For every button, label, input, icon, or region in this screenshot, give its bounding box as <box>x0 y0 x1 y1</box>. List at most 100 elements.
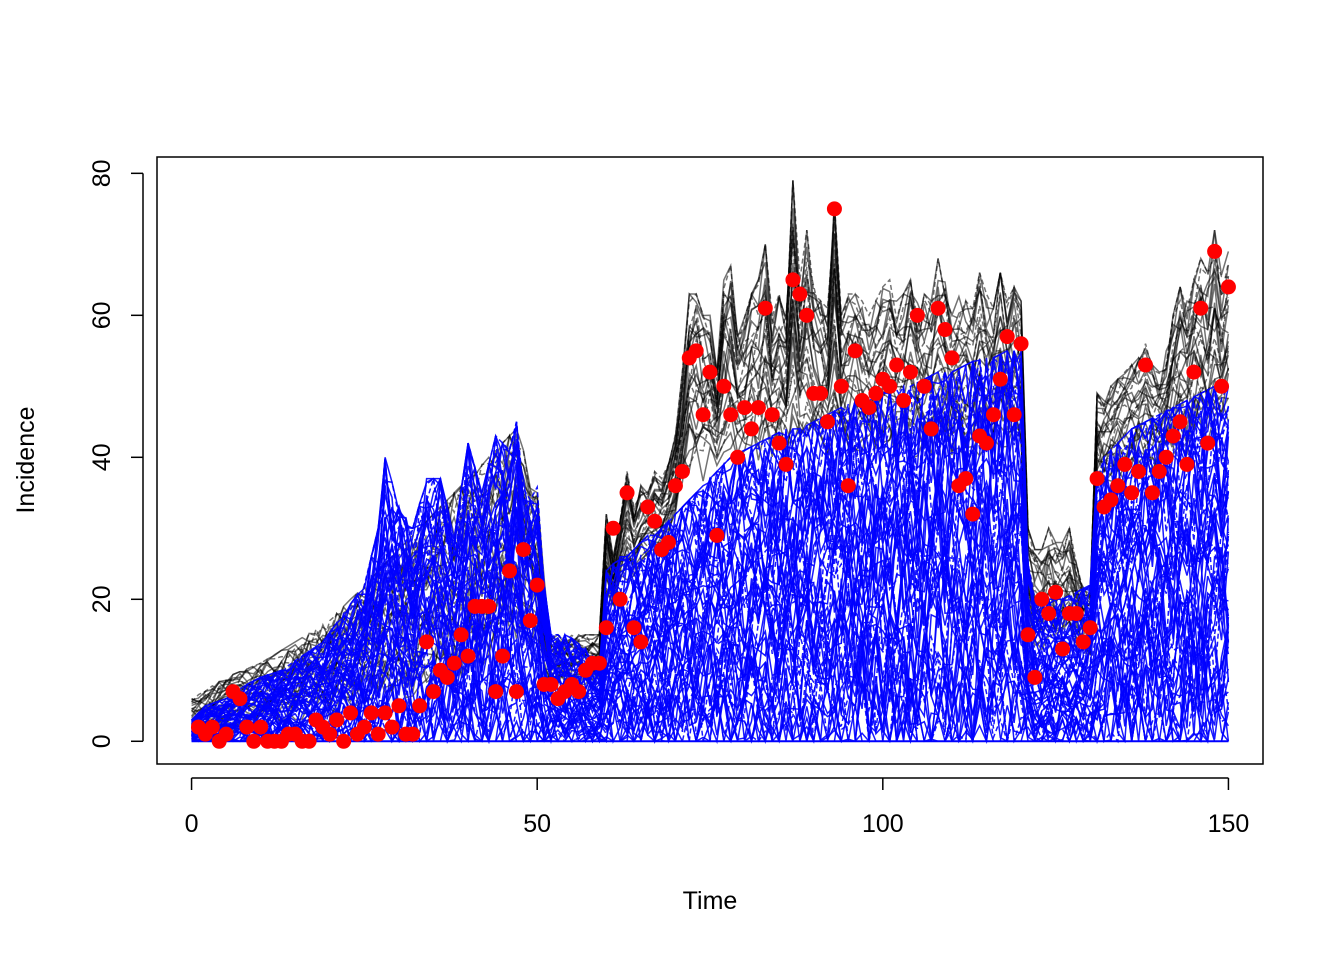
observed-point <box>529 577 545 593</box>
observed-point <box>1214 378 1230 394</box>
observed-point <box>771 435 787 451</box>
x-tick-label: 0 <box>185 810 199 838</box>
observed-point <box>909 307 925 323</box>
observed-point <box>785 272 801 288</box>
observed-point <box>985 407 1001 423</box>
observed-point <box>958 471 974 487</box>
y-axis-label: Incidence <box>12 406 40 513</box>
observed-point <box>1158 449 1174 465</box>
observed-point <box>488 684 504 700</box>
observed-point <box>833 378 849 394</box>
observed-point <box>1124 485 1140 501</box>
observed-point <box>370 726 386 742</box>
observed-point <box>481 598 497 614</box>
observed-point <box>840 478 856 494</box>
blue-trajectory <box>191 501 1230 730</box>
observed-point <box>688 343 704 359</box>
observed-point <box>1165 428 1181 444</box>
observed-point <box>944 350 960 366</box>
observed-point <box>1220 279 1236 295</box>
observed-point <box>1151 464 1167 480</box>
observed-point <box>992 371 1008 387</box>
y-axis: 0 20 40 60 80 <box>88 159 144 748</box>
blue-trajectory <box>190 530 1230 737</box>
observed-point <box>1144 485 1160 501</box>
x-tick-label: 150 <box>1208 810 1250 838</box>
observed-point <box>1068 605 1084 621</box>
black-trajectory <box>191 268 1230 721</box>
observed-point <box>716 378 732 394</box>
observed-point <box>861 400 877 416</box>
observed-point <box>882 378 898 394</box>
observed-point <box>218 726 234 742</box>
blue-trajectory <box>191 355 1230 724</box>
observed-point <box>930 300 946 316</box>
observed-point <box>605 520 621 536</box>
observed-point <box>723 407 739 423</box>
observed-point <box>598 620 614 636</box>
observed-point <box>384 719 400 735</box>
observed-point <box>640 499 656 515</box>
observed-point <box>661 534 677 550</box>
observed-point <box>1186 364 1202 380</box>
y-tick-label: 40 <box>88 443 116 471</box>
observed-point <box>204 719 220 735</box>
observed-point <box>1013 336 1029 352</box>
observed-point <box>1103 492 1119 508</box>
y-tick-label: 60 <box>88 301 116 329</box>
observed-point <box>916 378 932 394</box>
observed-point <box>695 407 711 423</box>
observed-point <box>813 385 829 401</box>
observed-point <box>709 527 725 543</box>
observed-point <box>730 449 746 465</box>
observed-point <box>356 719 372 735</box>
observed-point <box>336 733 352 749</box>
observed-point <box>1048 584 1064 600</box>
observed-point <box>902 364 918 380</box>
observed-point <box>667 478 683 494</box>
observed-point <box>826 201 842 217</box>
observed-point <box>1027 669 1043 685</box>
y-tick-label: 0 <box>88 734 116 748</box>
observed-point <box>412 698 428 714</box>
observed-points <box>190 201 1236 749</box>
observed-point <box>1179 456 1195 472</box>
observed-point <box>1020 627 1036 643</box>
observed-point <box>1117 456 1133 472</box>
observed-point <box>820 414 836 430</box>
observed-point <box>453 627 469 643</box>
observed-point <box>1075 634 1091 650</box>
observed-point <box>1034 591 1050 607</box>
observed-point <box>239 719 255 735</box>
observed-point <box>999 329 1015 345</box>
blue-trajectory <box>191 552 1230 736</box>
observed-point <box>1137 357 1153 373</box>
observed-point <box>543 676 559 692</box>
blue-trajectory <box>191 508 1230 732</box>
observed-point <box>426 684 441 700</box>
observed-point <box>405 726 421 742</box>
observed-point <box>937 322 953 338</box>
observed-point <box>633 634 649 650</box>
observed-point <box>1172 414 1188 430</box>
observed-point <box>868 385 884 401</box>
observed-point <box>460 648 476 664</box>
observed-point <box>439 669 455 685</box>
observed-point <box>419 634 435 650</box>
y-tick-label: 80 <box>88 159 116 187</box>
observed-point <box>778 456 794 472</box>
observed-point <box>515 542 531 558</box>
observed-point <box>322 726 338 742</box>
observed-point <box>246 733 262 749</box>
x-axis: 0 50 100 150 <box>185 777 1250 838</box>
observed-point <box>508 684 524 700</box>
blue-trajectory <box>191 617 1230 742</box>
observed-point <box>232 691 248 707</box>
observed-point <box>1006 407 1022 423</box>
observed-point <box>896 393 912 409</box>
observed-point <box>1089 471 1105 487</box>
simulation-trajectories <box>190 180 1230 745</box>
observed-point <box>329 712 345 728</box>
observed-point <box>757 300 773 316</box>
